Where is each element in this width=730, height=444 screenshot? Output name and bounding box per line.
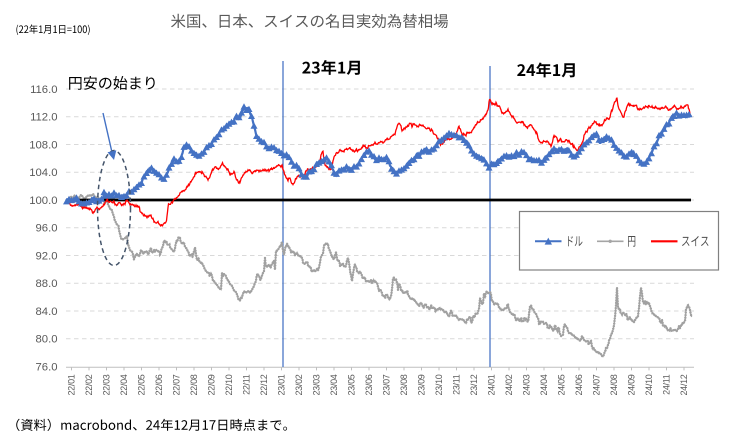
svg-text:24/03: 24/03	[522, 374, 532, 395]
svg-text:22/11: 22/11	[242, 374, 252, 395]
svg-text:96.0: 96.0	[36, 223, 58, 235]
svg-text:24/09: 24/09	[627, 374, 637, 395]
svg-text:92.0: 92.0	[36, 250, 58, 262]
svg-text:23/03: 23/03	[312, 374, 322, 395]
svg-text:24/05: 24/05	[557, 374, 567, 395]
svg-text:22/02: 22/02	[84, 374, 94, 395]
svg-text:84.0: 84.0	[36, 306, 58, 318]
svg-text:80.0: 80.0	[36, 334, 58, 346]
svg-text:22/01: 22/01	[67, 374, 77, 395]
svg-text:22/09: 22/09	[207, 374, 217, 395]
svg-text:23/09: 23/09	[417, 374, 427, 395]
svg-text:76.0: 76.0	[36, 361, 58, 373]
svg-text:22/05: 22/05	[137, 374, 147, 395]
svg-text:23/05: 23/05	[347, 374, 357, 395]
svg-text:22/04: 22/04	[119, 374, 129, 395]
svg-text:23/07: 23/07	[382, 374, 392, 395]
svg-text:22/10: 22/10	[224, 374, 234, 395]
svg-text:108.0: 108.0	[29, 139, 57, 151]
svg-text:23/04: 23/04	[329, 374, 339, 395]
svg-text:23/01: 23/01	[277, 374, 287, 395]
svg-text:22/06: 22/06	[154, 374, 164, 395]
svg-text:112.0: 112.0	[30, 112, 57, 124]
svg-text:116.0: 116.0	[30, 84, 57, 96]
svg-text:88.0: 88.0	[36, 278, 58, 290]
svg-text:22/12: 22/12	[259, 374, 269, 395]
svg-text:23/10: 23/10	[434, 374, 444, 395]
svg-text:24/10: 24/10	[644, 374, 654, 395]
svg-text:22/03: 22/03	[102, 374, 112, 395]
svg-text:22/08: 22/08	[189, 374, 199, 395]
svg-text:24/08: 24/08	[609, 374, 619, 395]
svg-text:104.0: 104.0	[29, 167, 57, 179]
svg-text:24/12: 24/12	[679, 374, 689, 395]
svg-text:24/01: 24/01	[487, 374, 497, 395]
svg-text:100.0: 100.0	[29, 195, 57, 207]
svg-text:23/06: 23/06	[364, 374, 374, 395]
svg-text:23/08: 23/08	[399, 374, 409, 395]
svg-text:24/07: 24/07	[592, 374, 602, 395]
svg-text:24/11: 24/11	[662, 374, 672, 395]
svg-text:23/02: 23/02	[294, 374, 304, 395]
svg-text:22/07: 22/07	[172, 374, 182, 395]
svg-text:23/11: 23/11	[452, 374, 462, 395]
svg-text:24/06: 24/06	[574, 374, 584, 395]
svg-text:23/12: 23/12	[469, 374, 479, 395]
svg-text:24/04: 24/04	[539, 374, 549, 395]
svg-text:24/02: 24/02	[504, 374, 514, 395]
